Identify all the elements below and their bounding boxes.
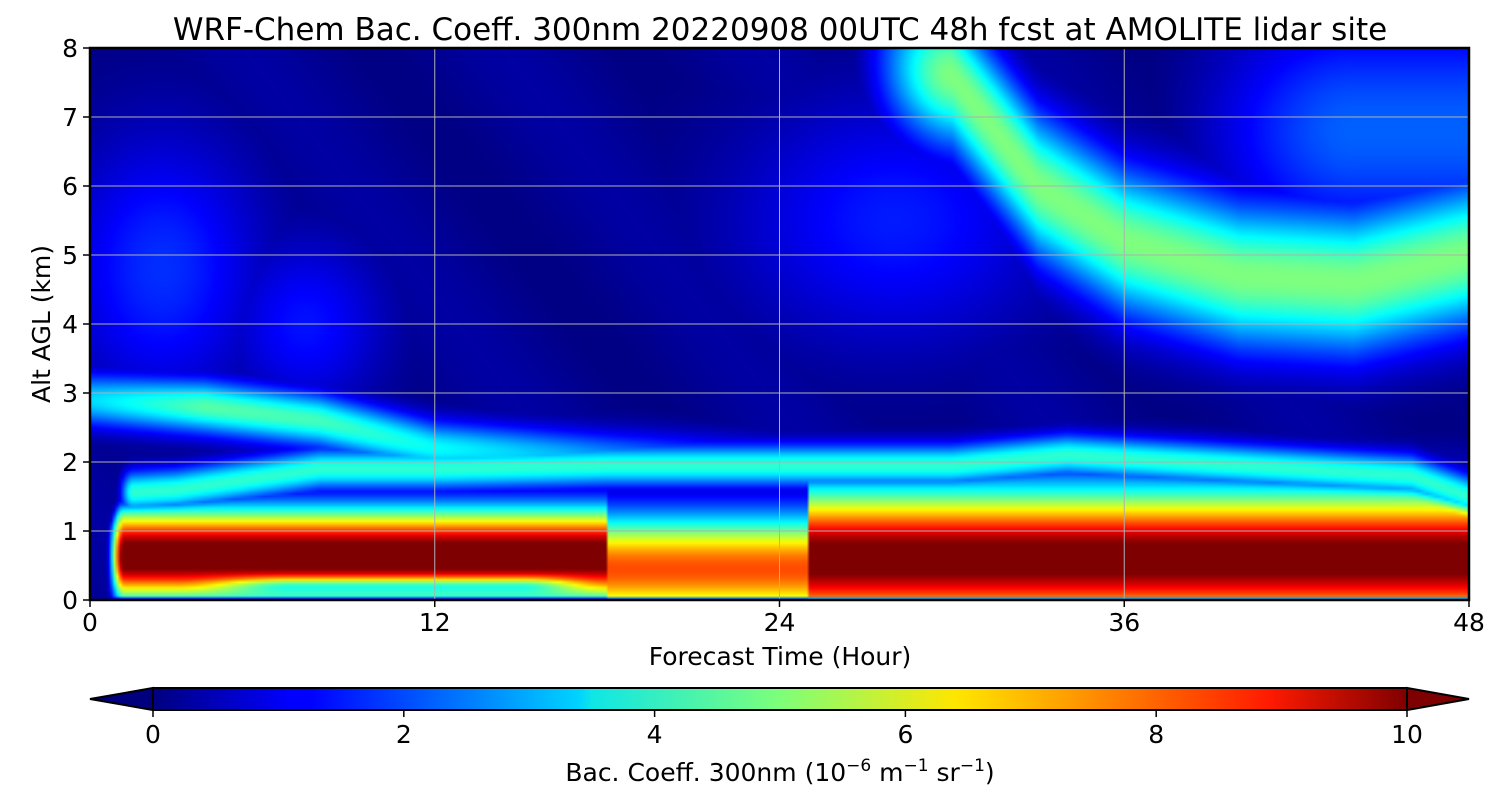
x-tick-label: 48 — [1453, 608, 1485, 637]
x-tick-label: 12 — [419, 608, 451, 637]
colorbar-tick-label: 4 — [647, 720, 663, 749]
y-tick-label: 4 — [62, 310, 78, 339]
colorbar-tick-label: 10 — [1391, 720, 1423, 749]
x-tick-label: 24 — [764, 608, 796, 637]
y-tick-label: 1 — [62, 517, 78, 546]
y-tick-label: 2 — [62, 448, 78, 477]
colorbar-ticks: 0 2 4 6 8 10 — [145, 710, 1423, 749]
y-tick-label: 8 — [62, 34, 78, 63]
y-tick-label: 6 — [62, 172, 78, 201]
y-axis-label: Alt AGL (km) — [27, 245, 56, 403]
chart-title: WRF-Chem Bac. Coeff. 300nm 20220908 00UT… — [173, 12, 1387, 48]
x-tick-label: 36 — [1108, 608, 1140, 637]
colorbar-tick-label: 2 — [396, 720, 412, 749]
x-tick-label: 0 — [82, 608, 98, 637]
colorbar: 0 2 4 6 8 10 Bac. Coeff. 300nm (10−6 m−1 sr−1… — [89, 686, 1470, 787]
colorbar-frame — [152, 687, 1408, 711]
colorbar-gradient — [153, 688, 1407, 710]
colorbar-extend-max — [1406, 686, 1470, 712]
y-tick-label: 7 — [62, 103, 78, 132]
y-tick-label: 3 — [62, 379, 78, 408]
x-axis-ticks: 0 12 24 36 48 — [82, 600, 1485, 637]
colorbar-tick-label: 8 — [1148, 720, 1164, 749]
grid-lines — [90, 48, 1469, 600]
colorbar-extend-min — [89, 686, 154, 712]
x-axis-label: Forecast Time (Hour) — [649, 642, 912, 671]
y-axis-ticks: 0 1 2 3 4 5 6 7 8 — [62, 34, 90, 615]
colorbar-tick-label: 6 — [897, 720, 913, 749]
colorbar-tick-label: 0 — [145, 720, 161, 749]
y-tick-label: 5 — [62, 241, 78, 270]
colorbar-label: Bac. Coeff. 300nm (10−6 m−1 sr−1) — [565, 756, 994, 787]
y-tick-label: 0 — [62, 586, 78, 615]
